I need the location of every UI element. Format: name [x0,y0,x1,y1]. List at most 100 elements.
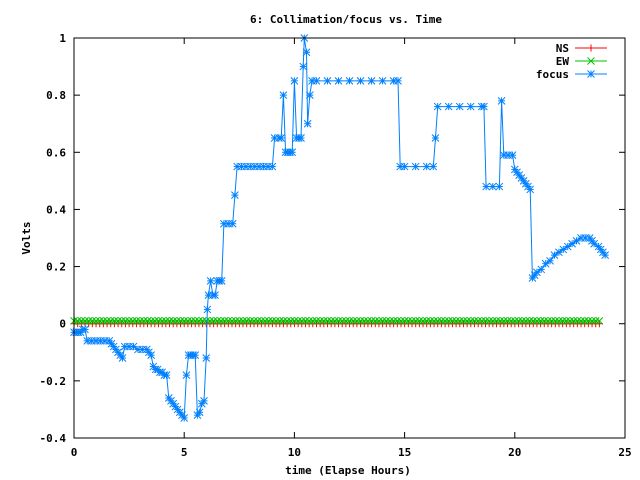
legend-marker [587,70,595,78]
data-point [294,317,302,325]
data-point [81,317,89,325]
data-point [206,317,214,325]
data-point [400,162,409,171]
data-point [303,119,312,128]
legend-marker [587,57,595,65]
data-point [272,317,280,325]
data-point [356,317,365,325]
data-point [202,317,211,325]
data-point [360,317,369,325]
data-point [441,317,449,325]
data-point [250,317,258,325]
data-point [470,317,479,325]
data-point [378,317,387,325]
data-point [128,317,137,325]
data-point [106,317,115,325]
y-tick-label: 0.8 [46,89,66,102]
data-point [480,102,488,111]
data-point [555,248,563,257]
data-point [143,317,152,325]
data-point [511,317,519,325]
data-point [532,268,541,277]
data-point [239,317,247,325]
data-point [492,317,501,325]
data-point [353,317,361,325]
data-point [147,317,156,325]
data-point [526,185,535,194]
data-point [444,317,453,325]
data-point [540,317,549,325]
data-point [496,317,505,325]
data-point [297,317,306,325]
data-point [162,371,171,379]
data-point [364,317,372,325]
data-point [477,317,486,325]
data-point [338,317,347,325]
data-point [129,342,138,351]
data-point [503,317,512,325]
data-point [139,317,148,325]
data-point [541,259,550,268]
x-tick-label: 15 [398,446,411,459]
data-point [323,317,332,325]
data-point [184,317,192,325]
data-point [433,102,442,111]
data-point [522,317,530,325]
x-tick-label: 0 [71,446,78,459]
data-point [569,317,578,325]
data-point [81,325,89,334]
data-point [121,317,130,325]
data-point [301,317,310,325]
data-point [437,317,446,325]
data-point [507,317,516,325]
ticks: 0 5 10 15 20 25 -0.4 -0.2 0 0.2 0.4 0.6 0.8 1 [40,32,632,459]
data-point [345,317,354,325]
legend-label: NS [556,42,569,55]
data-point [228,317,236,325]
data-point [161,317,170,325]
data-point [375,317,383,325]
y-axis-label: Volts [20,221,33,254]
data-point [203,305,212,314]
data-point [485,317,494,325]
data-point [595,317,604,325]
data-point [88,317,97,325]
data-point [213,317,222,325]
data-point [169,317,178,325]
x-tick-label: 5 [181,446,188,459]
data-point [367,77,376,85]
data-point [584,317,593,325]
data-point [312,317,321,325]
data-point [114,317,122,325]
data-point [555,317,563,325]
data-point [323,77,332,85]
legend-label: EW [556,55,570,68]
data-point [430,317,438,325]
data-point [386,317,394,325]
data-point [415,317,424,325]
data-point [466,102,475,111]
data-point [173,317,181,325]
data-point [279,91,288,99]
data-point [308,317,317,325]
data-point [389,317,398,325]
data-point [508,151,517,159]
data-point [536,317,545,325]
data-point [371,317,380,325]
data-point [288,148,297,157]
data-point [73,317,82,325]
data-point [422,317,431,325]
data-point [136,317,144,325]
data-point [577,317,585,325]
data-point [182,371,191,379]
data-point [231,317,240,325]
data-point [261,317,269,325]
data-point [286,317,295,325]
data-point [356,77,365,85]
data-point [400,317,409,325]
data-point [497,97,506,105]
series-line [74,37,606,420]
data-point [206,277,215,285]
